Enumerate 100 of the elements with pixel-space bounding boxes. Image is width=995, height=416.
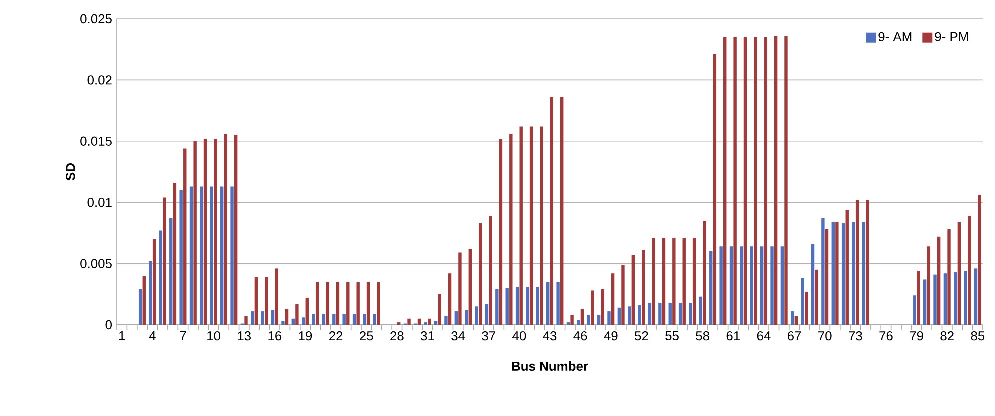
bar [510,134,513,325]
bar [811,244,815,325]
bar [540,126,544,325]
bar [628,306,632,325]
bar [220,186,224,325]
bar [587,315,590,325]
bar [326,282,330,325]
bar [764,37,768,325]
bar [230,186,234,325]
bar [740,246,744,325]
y-tick-label: 0.015 [80,136,112,146]
bar [163,198,166,325]
bar [526,287,530,325]
bar [724,37,727,325]
bar [734,37,737,325]
bar [570,315,574,325]
bar [200,186,204,325]
bar [638,305,642,325]
bar [180,190,183,325]
x-tick-label: 49 [604,332,618,341]
bar [506,288,509,325]
y-tick-label: 0.01 [88,198,112,208]
bar [713,54,717,325]
bar [234,135,238,325]
bar [794,316,798,325]
bar [832,222,835,325]
bar [856,200,860,325]
bar [550,97,554,325]
bar [978,195,982,325]
bar [801,278,804,325]
bar [346,282,350,325]
bar [774,36,778,325]
bar [780,246,784,325]
bar [261,312,264,325]
bar [852,222,856,325]
bar [454,312,458,325]
bar [152,239,156,325]
bar [692,238,696,325]
bar [862,222,866,325]
bar [682,238,686,325]
bar [530,126,534,325]
bar [190,186,194,325]
bar [710,252,713,325]
bar [968,216,972,325]
bar [964,271,968,325]
bar [138,290,142,325]
bar [265,277,268,325]
bar [750,246,754,325]
bar [322,314,326,325]
bar [342,314,346,325]
bar [608,312,611,325]
x-tick-label: 19 [299,332,312,341]
bar [842,223,846,325]
bar [822,218,825,325]
bar [927,246,930,325]
bar [489,216,492,325]
bar [352,314,356,325]
x-tick-label: 52 [635,332,648,341]
bar [632,255,636,325]
bar [836,222,839,325]
x-tick-label: 4 [149,332,156,340]
bar [805,292,808,325]
bar [678,302,682,325]
legend-label: 9- AM [878,32,912,42]
x-tick-label: 7 [180,332,186,340]
bar [744,37,748,325]
bar [791,312,794,325]
bar [302,318,306,325]
legend-label: 9- PM [935,32,968,42]
bar [546,282,550,325]
bar [363,314,366,325]
x-tick-label: 31 [421,332,434,341]
bar [846,210,849,325]
bar [618,308,622,325]
bar [866,200,870,325]
bar [720,246,723,325]
bar [730,246,734,325]
bar [825,230,829,325]
bar [170,218,173,325]
x-tick-label: 55 [666,332,679,341]
bar [622,265,625,325]
bar [282,321,285,325]
bar [954,272,958,325]
bar [703,220,706,325]
x-tick-label: 1 [119,332,126,340]
bar [648,302,652,325]
bar [760,246,764,325]
x-tick-label: 22 [330,332,343,341]
bar [149,261,152,325]
bar [689,302,692,325]
x-tick-label: 37 [482,332,496,341]
x-tick-label: 40 [512,332,526,341]
bar [312,314,316,325]
bar [224,134,228,325]
bar [244,316,248,325]
bar [815,270,818,325]
bar [428,318,432,325]
bar [560,97,564,325]
x-tick-label: 10 [208,332,220,341]
bar [292,318,295,325]
